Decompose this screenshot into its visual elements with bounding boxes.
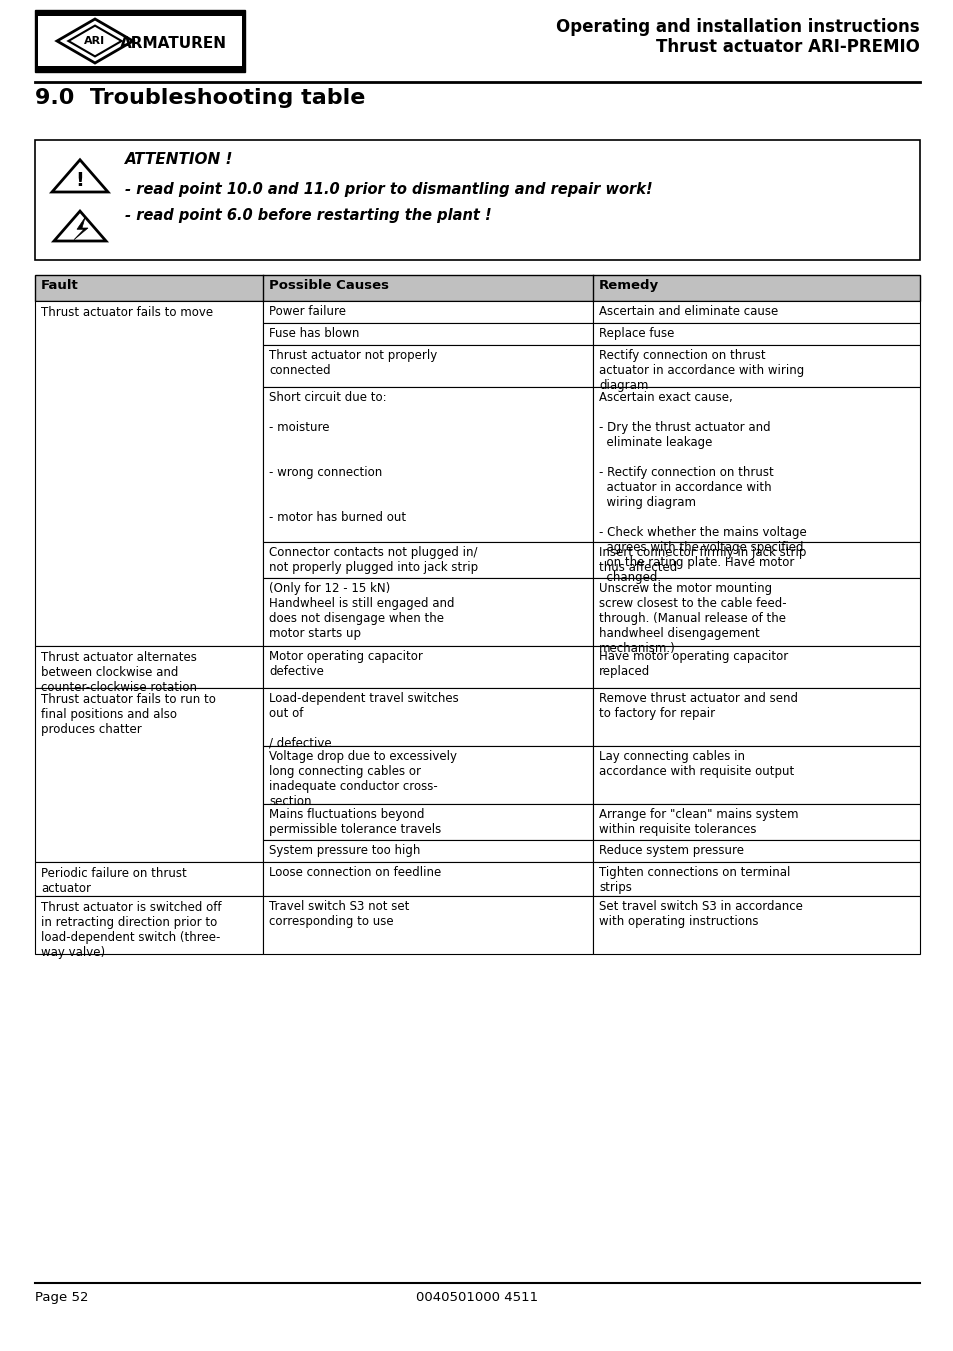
Bar — [35, 301, 263, 646]
Text: Page 52: Page 52 — [35, 1292, 89, 1304]
Bar — [263, 896, 593, 954]
Bar — [593, 896, 919, 954]
Bar — [593, 542, 919, 578]
Bar — [593, 345, 919, 386]
Text: Connector contacts not plugged in/
not properly plugged into jack strip: Connector contacts not plugged in/ not p… — [269, 546, 477, 574]
Text: Power failure: Power failure — [269, 305, 346, 317]
Polygon shape — [69, 26, 121, 57]
Text: Have motor operating capacitor
replaced: Have motor operating capacitor replaced — [598, 650, 787, 678]
Text: Thrust actuator ARI-PREMIO: Thrust actuator ARI-PREMIO — [656, 38, 919, 55]
Text: Insert connector firmly in jack strip
thus affected: Insert connector firmly in jack strip th… — [598, 546, 805, 574]
Text: Remove thrust actuator and send
to factory for repair: Remove thrust actuator and send to facto… — [598, 692, 797, 720]
Text: Possible Causes: Possible Causes — [269, 280, 389, 292]
Text: - read point 6.0 before restarting the plant !: - read point 6.0 before restarting the p… — [125, 208, 491, 223]
Bar — [263, 323, 593, 345]
Text: Fuse has blown: Fuse has blown — [269, 327, 359, 340]
Bar — [35, 276, 919, 301]
Text: Arrange for "clean" mains system
within requisite tolerances: Arrange for "clean" mains system within … — [598, 808, 798, 836]
Text: Periodic failure on thrust
actuator: Periodic failure on thrust actuator — [41, 867, 187, 894]
Text: - read point 10.0 and 11.0 prior to dismantling and repair work!: - read point 10.0 and 11.0 prior to dism… — [125, 182, 652, 197]
Bar — [35, 896, 263, 954]
Text: Thrust actuator fails to move: Thrust actuator fails to move — [41, 305, 213, 319]
Bar — [35, 688, 263, 862]
Bar — [35, 862, 263, 896]
Bar — [263, 345, 593, 386]
Text: 0040501000 4511: 0040501000 4511 — [416, 1292, 537, 1304]
Bar — [593, 578, 919, 646]
Text: Travel switch S3 not set
corresponding to use: Travel switch S3 not set corresponding t… — [269, 900, 409, 928]
Bar — [263, 804, 593, 840]
Bar — [593, 301, 919, 323]
Bar — [263, 840, 593, 862]
Text: Thrust actuator fails to run to
final positions and also
produces chatter: Thrust actuator fails to run to final po… — [41, 693, 215, 736]
Text: 9.0  Troubleshooting table: 9.0 Troubleshooting table — [35, 88, 365, 108]
Polygon shape — [54, 211, 106, 240]
Bar — [263, 386, 593, 542]
Bar — [263, 301, 593, 323]
Bar — [593, 804, 919, 840]
Text: ARI: ARI — [85, 36, 106, 46]
Bar — [593, 840, 919, 862]
Text: Set travel switch S3 in accordance
with operating instructions: Set travel switch S3 in accordance with … — [598, 900, 802, 928]
Text: System pressure too high: System pressure too high — [269, 844, 420, 857]
Bar — [38, 68, 242, 70]
Text: Mains fluctuations beyond
permissible tolerance travels: Mains fluctuations beyond permissible to… — [269, 808, 441, 836]
Text: Thrust actuator is switched off
in retracting direction prior to
load-dependent : Thrust actuator is switched off in retra… — [41, 901, 221, 959]
Text: Ascertain and eliminate cause: Ascertain and eliminate cause — [598, 305, 778, 317]
Bar — [38, 16, 242, 66]
Bar — [35, 141, 919, 259]
Text: Voltage drop due to excessively
long connecting cables or
inadequate conductor c: Voltage drop due to excessively long con… — [269, 750, 456, 808]
Bar — [593, 323, 919, 345]
Polygon shape — [52, 159, 108, 192]
Bar — [593, 746, 919, 804]
Text: Remedy: Remedy — [598, 280, 659, 292]
Text: Thrust actuator not properly
connected: Thrust actuator not properly connected — [269, 349, 436, 377]
Text: ATTENTION !: ATTENTION ! — [125, 153, 233, 168]
Text: Load-dependent travel switches
out of

/ defective: Load-dependent travel switches out of / … — [269, 692, 458, 750]
Text: Lay connecting cables in
accordance with requisite output: Lay connecting cables in accordance with… — [598, 750, 794, 778]
Text: Fault: Fault — [41, 280, 79, 292]
Bar — [593, 862, 919, 896]
Text: (Only for 12 - 15 kN)
Handwheel is still engaged and
does not disengage when the: (Only for 12 - 15 kN) Handwheel is still… — [269, 582, 454, 640]
Bar — [263, 688, 593, 746]
Text: Rectify connection on thrust
actuator in accordance with wiring
diagram: Rectify connection on thrust actuator in… — [598, 349, 803, 392]
Bar — [593, 646, 919, 688]
Text: Operating and installation instructions: Operating and installation instructions — [556, 18, 919, 36]
Text: ARMATUREN: ARMATUREN — [119, 35, 226, 50]
Bar — [263, 646, 593, 688]
Text: Reduce system pressure: Reduce system pressure — [598, 844, 743, 857]
Polygon shape — [57, 19, 132, 63]
Bar — [35, 9, 245, 72]
Bar — [263, 746, 593, 804]
Polygon shape — [74, 218, 88, 239]
Bar — [263, 542, 593, 578]
Bar — [35, 646, 263, 688]
Text: Motor operating capacitor
defective: Motor operating capacitor defective — [269, 650, 422, 678]
Text: Unscrew the motor mounting
screw closest to the cable feed-
through. (Manual rel: Unscrew the motor mounting screw closest… — [598, 582, 786, 655]
Bar — [593, 688, 919, 746]
Text: Replace fuse: Replace fuse — [598, 327, 674, 340]
Bar — [263, 578, 593, 646]
Text: !: ! — [75, 172, 85, 190]
Bar — [593, 386, 919, 542]
Bar — [263, 862, 593, 896]
Text: Ascertain exact cause,

- Dry the thrust actuator and
  eliminate leakage

- Rec: Ascertain exact cause, - Dry the thrust … — [598, 390, 806, 584]
Text: Thrust actuator alternates
between clockwise and
counter-clockwise rotation: Thrust actuator alternates between clock… — [41, 651, 196, 694]
Bar — [38, 12, 242, 14]
Text: Tighten connections on terminal
strips: Tighten connections on terminal strips — [598, 866, 789, 894]
Text: Short circuit due to:

- moisture


- wrong connection


- motor has burned out: Short circuit due to: - moisture - wrong… — [269, 390, 406, 524]
Text: Loose connection on feedline: Loose connection on feedline — [269, 866, 441, 880]
